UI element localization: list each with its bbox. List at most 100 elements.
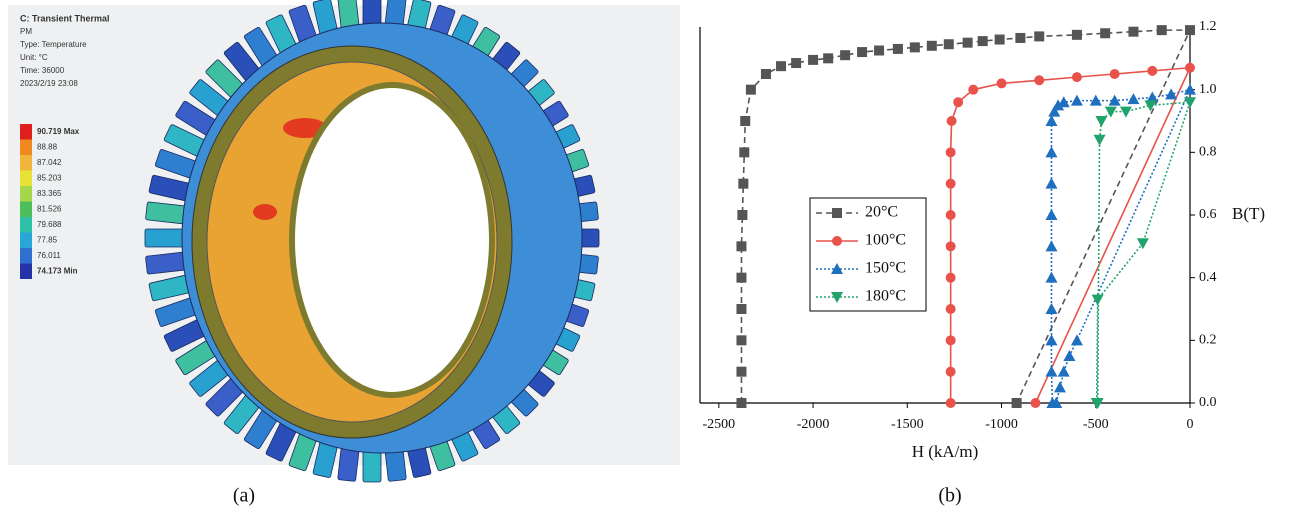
marker	[776, 61, 787, 72]
marker	[1095, 116, 1108, 127]
legend-label: 81.526	[37, 205, 62, 214]
marker	[736, 335, 747, 346]
marker	[945, 210, 956, 220]
marker	[1045, 271, 1058, 283]
marker	[1030, 398, 1041, 408]
marker	[736, 241, 747, 252]
marker	[1045, 334, 1058, 346]
legend-label: 87.042	[37, 158, 62, 167]
marker	[909, 42, 920, 53]
legend-swatch	[20, 201, 32, 217]
marker	[1015, 32, 1026, 43]
marker	[943, 39, 954, 50]
marker	[945, 178, 956, 189]
marker	[1144, 100, 1157, 112]
x-tick-label: 0	[1187, 417, 1194, 432]
y-tick-label: 1.2	[1199, 19, 1217, 34]
marker	[1185, 25, 1195, 36]
y-tick-label: 0.0	[1199, 395, 1217, 410]
series	[1090, 97, 1196, 409]
marker	[1057, 365, 1070, 377]
marker	[1045, 177, 1058, 189]
x-tick-label: -2000	[797, 417, 830, 432]
caption: (b)	[938, 485, 961, 507]
marker	[962, 37, 973, 48]
marker	[1108, 94, 1121, 106]
marker	[945, 398, 956, 408]
legend-label: 180°C	[865, 288, 906, 305]
legend-swatch	[20, 155, 32, 171]
marker	[1053, 381, 1066, 393]
marker	[737, 210, 748, 220]
marker	[1070, 94, 1083, 106]
series	[1045, 83, 1196, 408]
marker	[996, 78, 1007, 89]
bore	[289, 82, 495, 398]
series	[945, 62, 1195, 408]
marker	[736, 366, 747, 377]
legend-label: 74.173 Min	[37, 267, 78, 276]
legend-swatch	[20, 186, 32, 202]
marker	[808, 54, 819, 65]
legend-marker	[831, 263, 843, 274]
marker	[1034, 75, 1045, 86]
marker	[945, 335, 956, 346]
y-tick-label: 0.4	[1199, 270, 1217, 285]
y-tick-label: 0.8	[1199, 145, 1217, 160]
header-text: Type: Temperature	[20, 40, 87, 49]
marker	[1184, 83, 1196, 95]
legend-swatch	[20, 170, 32, 186]
marker	[1045, 365, 1058, 377]
marker	[1071, 72, 1082, 83]
marker	[1184, 97, 1196, 109]
marker	[760, 69, 771, 79]
marker	[738, 178, 749, 189]
marker	[1052, 99, 1065, 111]
legend-label: 85.203	[37, 174, 62, 183]
x-tick-label: -1000	[985, 417, 1018, 432]
marker	[1071, 29, 1082, 40]
marker	[736, 398, 747, 408]
legend-box	[809, 197, 927, 312]
legend-swatch	[20, 124, 32, 140]
panel-b: -2500 -2000 -1500 -1000 -500 0 0.0 0.2 0.4 0.6 0.8…	[699, 19, 1265, 461]
marker	[874, 45, 885, 56]
legend-label: 83.365	[37, 189, 62, 198]
legend-label: 79.688	[37, 220, 62, 229]
legend-swatch	[20, 263, 32, 279]
marker	[977, 36, 988, 47]
marker	[1090, 398, 1103, 409]
marker	[1156, 25, 1167, 36]
marker	[1045, 303, 1058, 314]
marker	[1045, 209, 1058, 220]
x-tick-label: -500	[1083, 417, 1109, 432]
marker	[1185, 62, 1195, 73]
legend-marker	[831, 292, 843, 303]
marker	[740, 116, 751, 126]
series	[736, 25, 1195, 408]
x-axis-label: H (kA/m)	[912, 442, 979, 461]
marker	[946, 116, 957, 126]
header-text: Unit: °C	[20, 53, 48, 62]
series-line	[740, 29, 1192, 404]
panel-a: C: Transient Thermal PM Type: Temperature U…	[8, 0, 680, 483]
marker	[1165, 88, 1178, 100]
marker	[1063, 350, 1076, 361]
legend-label: 100°C	[865, 232, 906, 249]
marker	[1104, 106, 1117, 118]
marker	[736, 304, 747, 314]
marker	[1127, 93, 1140, 105]
marker	[1089, 94, 1102, 106]
hot-spot	[253, 204, 277, 220]
legend-swatch	[20, 139, 32, 155]
hot-spot	[283, 118, 327, 138]
caption: (a)	[233, 485, 255, 507]
marker	[736, 272, 747, 283]
legend-swatch	[20, 217, 32, 233]
x-tick-label: -1500	[891, 417, 924, 432]
legend-label: 90.719 Max	[37, 127, 80, 136]
legend-marker	[832, 208, 842, 218]
header-text: C: Transient Thermal	[20, 13, 110, 23]
